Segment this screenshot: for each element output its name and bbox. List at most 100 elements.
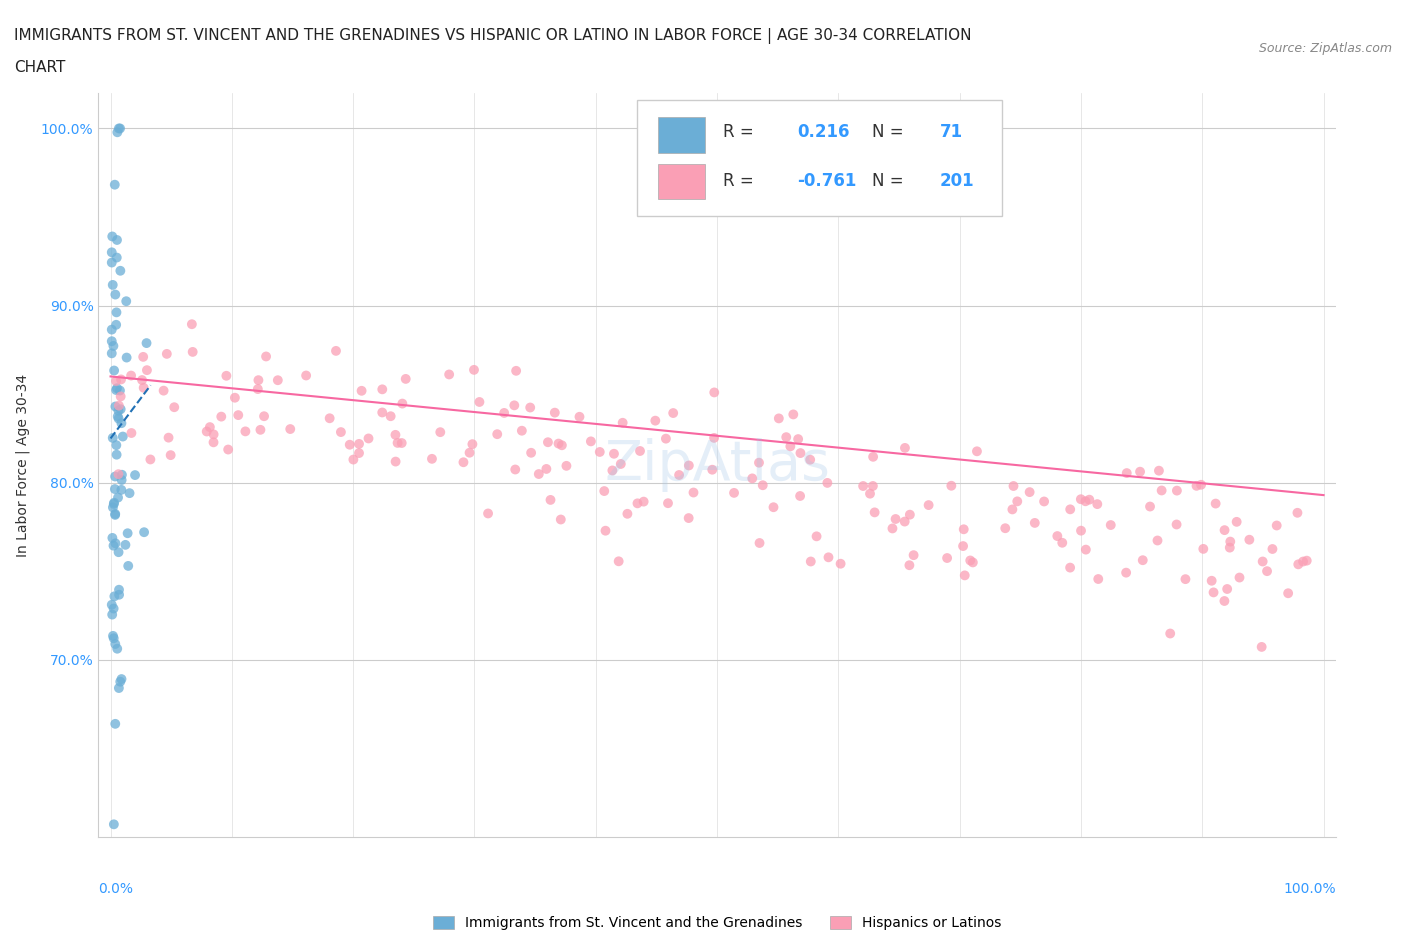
- Point: [235, 424, 257, 439]
- Point: [748, 456, 770, 471]
- Point: [655, 432, 678, 446]
- Point: [107, 411, 129, 426]
- Point: [1074, 494, 1097, 509]
- Point: [589, 445, 612, 459]
- Point: [1265, 518, 1288, 533]
- Point: [1174, 572, 1197, 587]
- Point: [1052, 536, 1074, 551]
- Point: [1250, 640, 1272, 655]
- Point: [156, 347, 179, 362]
- Point: [593, 484, 616, 498]
- Point: [101, 277, 124, 292]
- Point: [579, 434, 602, 449]
- Point: [107, 404, 129, 418]
- Point: [884, 512, 907, 526]
- Point: [253, 409, 276, 424]
- Point: [391, 435, 413, 450]
- Point: [458, 445, 481, 460]
- Point: [108, 587, 131, 602]
- FancyBboxPatch shape: [637, 100, 1001, 216]
- Point: [347, 436, 370, 451]
- Point: [111, 472, 134, 487]
- Point: [1226, 514, 1249, 529]
- Point: [463, 363, 485, 378]
- Point: [104, 507, 127, 522]
- Point: [748, 536, 770, 551]
- Point: [100, 322, 122, 337]
- Point: [103, 589, 125, 604]
- Point: [132, 525, 155, 539]
- Point: [662, 405, 685, 420]
- Point: [325, 343, 347, 358]
- Point: [1099, 518, 1122, 533]
- Point: [859, 486, 882, 501]
- Point: [863, 505, 886, 520]
- Point: [862, 449, 884, 464]
- Point: [1159, 626, 1181, 641]
- Point: [1074, 542, 1097, 557]
- Point: [380, 409, 402, 424]
- Point: [830, 556, 852, 571]
- Point: [105, 382, 128, 397]
- Point: [1213, 523, 1236, 538]
- Point: [882, 521, 904, 536]
- Point: [703, 431, 725, 445]
- Point: [105, 125, 128, 140]
- Point: [994, 521, 1017, 536]
- Point: [1239, 532, 1261, 547]
- Point: [1115, 565, 1137, 580]
- Point: [806, 529, 828, 544]
- Point: [741, 471, 763, 485]
- Point: [246, 381, 269, 396]
- Point: [135, 336, 157, 351]
- Point: [1189, 477, 1212, 492]
- Point: [101, 629, 124, 644]
- Point: [124, 468, 146, 483]
- Point: [136, 363, 159, 378]
- Text: Source: ZipAtlas.com: Source: ZipAtlas.com: [1258, 42, 1392, 55]
- Point: [209, 409, 232, 424]
- Point: [607, 554, 630, 569]
- Point: [503, 398, 526, 413]
- Point: [105, 438, 128, 453]
- Point: [893, 514, 915, 529]
- Point: [544, 405, 567, 420]
- Point: [510, 423, 533, 438]
- Point: [799, 452, 821, 467]
- Point: [703, 385, 725, 400]
- Point: [1277, 586, 1299, 601]
- Point: [1166, 517, 1188, 532]
- Point: [202, 427, 225, 442]
- Point: [249, 422, 271, 437]
- Point: [1018, 485, 1040, 499]
- Point: [603, 446, 626, 461]
- Point: [602, 463, 624, 478]
- Point: [1286, 557, 1309, 572]
- Text: -0.761: -0.761: [797, 172, 856, 190]
- Point: [1261, 541, 1284, 556]
- Point: [278, 421, 301, 436]
- Point: [898, 558, 921, 573]
- Point: [775, 430, 797, 445]
- Text: 71: 71: [939, 124, 963, 141]
- Point: [371, 405, 394, 420]
- Point: [789, 445, 811, 460]
- Text: R =: R =: [723, 124, 754, 141]
- Point: [527, 467, 550, 482]
- Point: [1139, 499, 1161, 514]
- Point: [107, 467, 129, 482]
- Point: [391, 396, 413, 411]
- Point: [195, 424, 218, 439]
- Point: [626, 496, 648, 511]
- Point: [198, 419, 221, 434]
- Point: [898, 507, 921, 522]
- Point: [1007, 494, 1029, 509]
- Point: [503, 462, 526, 477]
- Point: [1202, 585, 1225, 600]
- Point: [547, 436, 569, 451]
- Point: [110, 483, 132, 498]
- Point: [461, 437, 484, 452]
- Point: [453, 455, 475, 470]
- Point: [202, 435, 225, 450]
- Text: R =: R =: [723, 172, 754, 190]
